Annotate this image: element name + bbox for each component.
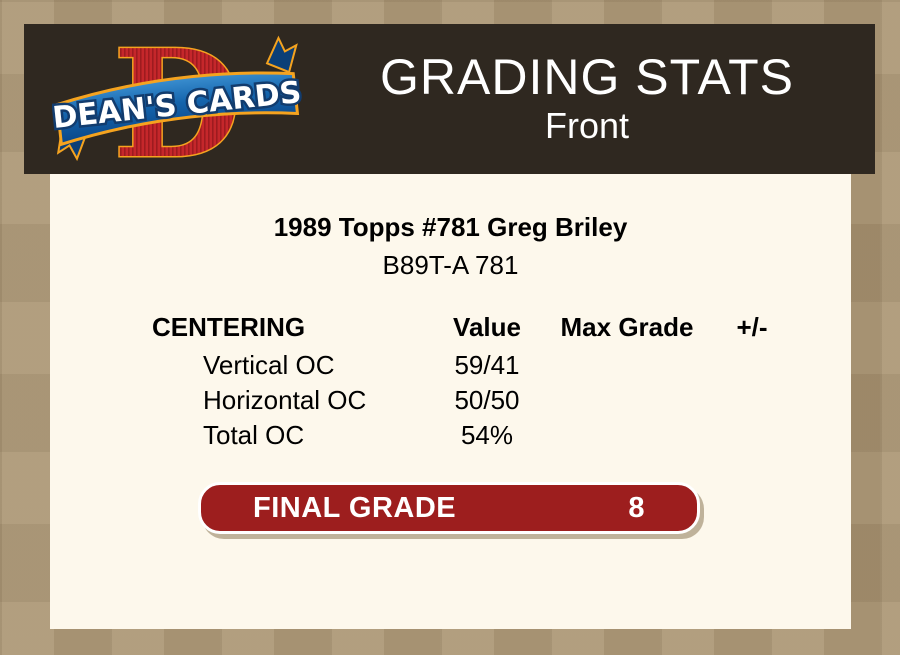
card-code: B89T-A 781: [382, 250, 519, 280]
header-titles: GRADING STATS Front: [309, 24, 865, 174]
table-row-value: 59/41: [454, 350, 520, 380]
final-grade-button[interactable]: FINAL GRADE 8: [198, 482, 700, 534]
table-row-max-grade: [557, 385, 697, 420]
table-row-plus-minus: [697, 420, 807, 455]
page-subtitle: Front: [544, 105, 630, 146]
table-row-value: 54%: [460, 420, 514, 450]
column-header-value: Value: [453, 312, 521, 342]
column-header-centering: CENTERING: [152, 312, 306, 342]
centering-stats-table: CENTERING Value Max Grade +/- Vertical O…: [152, 312, 807, 455]
table-row-label: Total OC: [203, 420, 305, 450]
page-title: GRADING STATS: [380, 49, 794, 105]
final-grade-value: 8: [628, 491, 645, 524]
table-row-plus-minus: [697, 350, 807, 385]
table-row-max-grade: [557, 350, 697, 385]
table-row-label: Vertical OC: [203, 350, 335, 380]
deans-cards-logo[interactable]: D DEAN'S CARDS: [52, 30, 302, 170]
table-row-max-grade: [557, 420, 697, 455]
card-title: 1989 Topps #781 Greg Briley: [273, 212, 628, 242]
table-row-label: Horizontal OC: [203, 385, 367, 415]
table-row-plus-minus: [697, 385, 807, 420]
column-header-max-grade: Max Grade: [560, 312, 694, 342]
column-header-plus-minus: +/-: [736, 312, 768, 342]
table-row-value: 50/50: [454, 385, 520, 415]
header-bar: D DEAN'S CARDS GRADING STATS Front: [24, 24, 875, 174]
grading-panel: 1989 Topps #781 Greg Briley B89T-A 781 C…: [50, 174, 851, 629]
final-grade-label: FINAL GRADE: [253, 491, 457, 524]
